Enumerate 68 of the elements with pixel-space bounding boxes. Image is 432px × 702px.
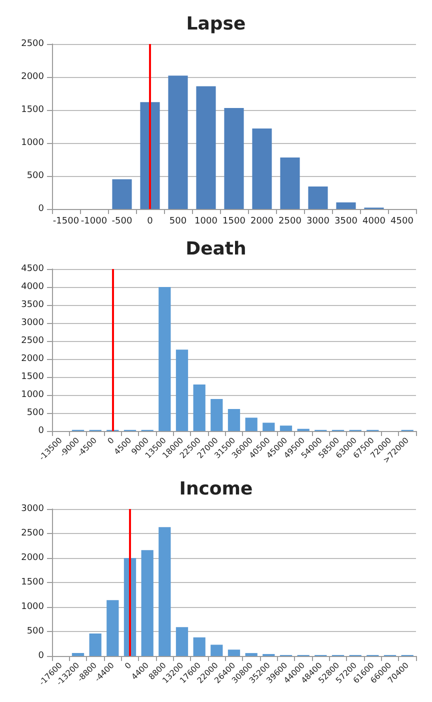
bar bbox=[158, 527, 171, 656]
bar bbox=[224, 108, 244, 209]
bar bbox=[262, 422, 275, 431]
x-tick-label: 1000 bbox=[194, 216, 218, 226]
x-tick-label: 0 bbox=[123, 660, 134, 671]
bar bbox=[176, 350, 188, 431]
x-tick-label: 1500 bbox=[222, 216, 246, 226]
y-tick-label: 1000 bbox=[21, 138, 44, 148]
y-tick-label: 3000 bbox=[21, 504, 44, 514]
x-tick-label: 2000 bbox=[250, 216, 274, 226]
chart-title: Death bbox=[186, 238, 246, 260]
bar bbox=[106, 600, 119, 656]
x-tick-label: 0 bbox=[106, 436, 116, 446]
bar bbox=[193, 384, 206, 431]
y-tick-label: 2500 bbox=[21, 39, 44, 49]
bar bbox=[228, 650, 240, 656]
y-tick-label: 500 bbox=[26, 408, 44, 418]
x-tick-label: -1500 bbox=[52, 216, 80, 226]
y-tick-label: 0 bbox=[38, 426, 44, 436]
bar bbox=[280, 158, 300, 209]
bar bbox=[158, 287, 171, 431]
x-tick-label: -500 bbox=[112, 216, 132, 226]
bar bbox=[245, 653, 258, 656]
x-tick-label: 3500 bbox=[334, 216, 358, 226]
bar bbox=[168, 76, 188, 209]
y-tick-label: 1500 bbox=[21, 105, 44, 115]
bar bbox=[210, 644, 223, 656]
y-tick-label: 2000 bbox=[21, 72, 44, 82]
x-tick-label: 0 bbox=[147, 216, 154, 226]
y-tick-label: 2500 bbox=[21, 528, 44, 538]
bar bbox=[140, 102, 160, 209]
y-tick-label: 3000 bbox=[21, 318, 44, 328]
y-tick-label: 1500 bbox=[21, 578, 44, 588]
bar bbox=[176, 627, 188, 656]
y-tick-label: 2500 bbox=[21, 336, 44, 346]
y-tick-label: 0 bbox=[38, 651, 44, 661]
bar bbox=[193, 637, 206, 656]
x-tick-label: 3000 bbox=[306, 216, 330, 226]
y-tick-label: 500 bbox=[26, 626, 44, 636]
bar bbox=[196, 86, 216, 209]
y-tick-label: 4000 bbox=[21, 282, 44, 292]
y-tick-label: 500 bbox=[26, 171, 44, 181]
x-tick-label: 2500 bbox=[278, 216, 302, 226]
bar bbox=[112, 179, 132, 209]
x-tick-label: 500 bbox=[169, 216, 187, 226]
bar bbox=[228, 409, 240, 431]
bar bbox=[245, 418, 258, 431]
y-tick-label: 1500 bbox=[21, 372, 44, 382]
bar bbox=[252, 128, 272, 209]
y-tick-label: 2000 bbox=[21, 553, 44, 563]
chart-title: Income bbox=[179, 478, 253, 500]
bar bbox=[336, 202, 356, 209]
y-tick-label: 1000 bbox=[21, 602, 44, 612]
bar bbox=[89, 633, 102, 656]
bar bbox=[141, 550, 154, 656]
chart-title: Lapse bbox=[186, 14, 246, 34]
y-tick-label: 3500 bbox=[21, 300, 44, 310]
y-tick-label: 4500 bbox=[21, 264, 44, 274]
x-tick-label: 4000 bbox=[362, 216, 386, 226]
x-tick-label: -1000 bbox=[80, 216, 108, 226]
y-tick-label: 1000 bbox=[21, 390, 44, 400]
y-tick-label: 2000 bbox=[21, 354, 44, 364]
bar bbox=[210, 398, 223, 431]
bar bbox=[280, 426, 292, 431]
y-tick-label: 0 bbox=[38, 204, 44, 214]
x-tick-label: 4500 bbox=[390, 216, 414, 226]
bar bbox=[72, 653, 84, 656]
bar bbox=[308, 186, 328, 209]
